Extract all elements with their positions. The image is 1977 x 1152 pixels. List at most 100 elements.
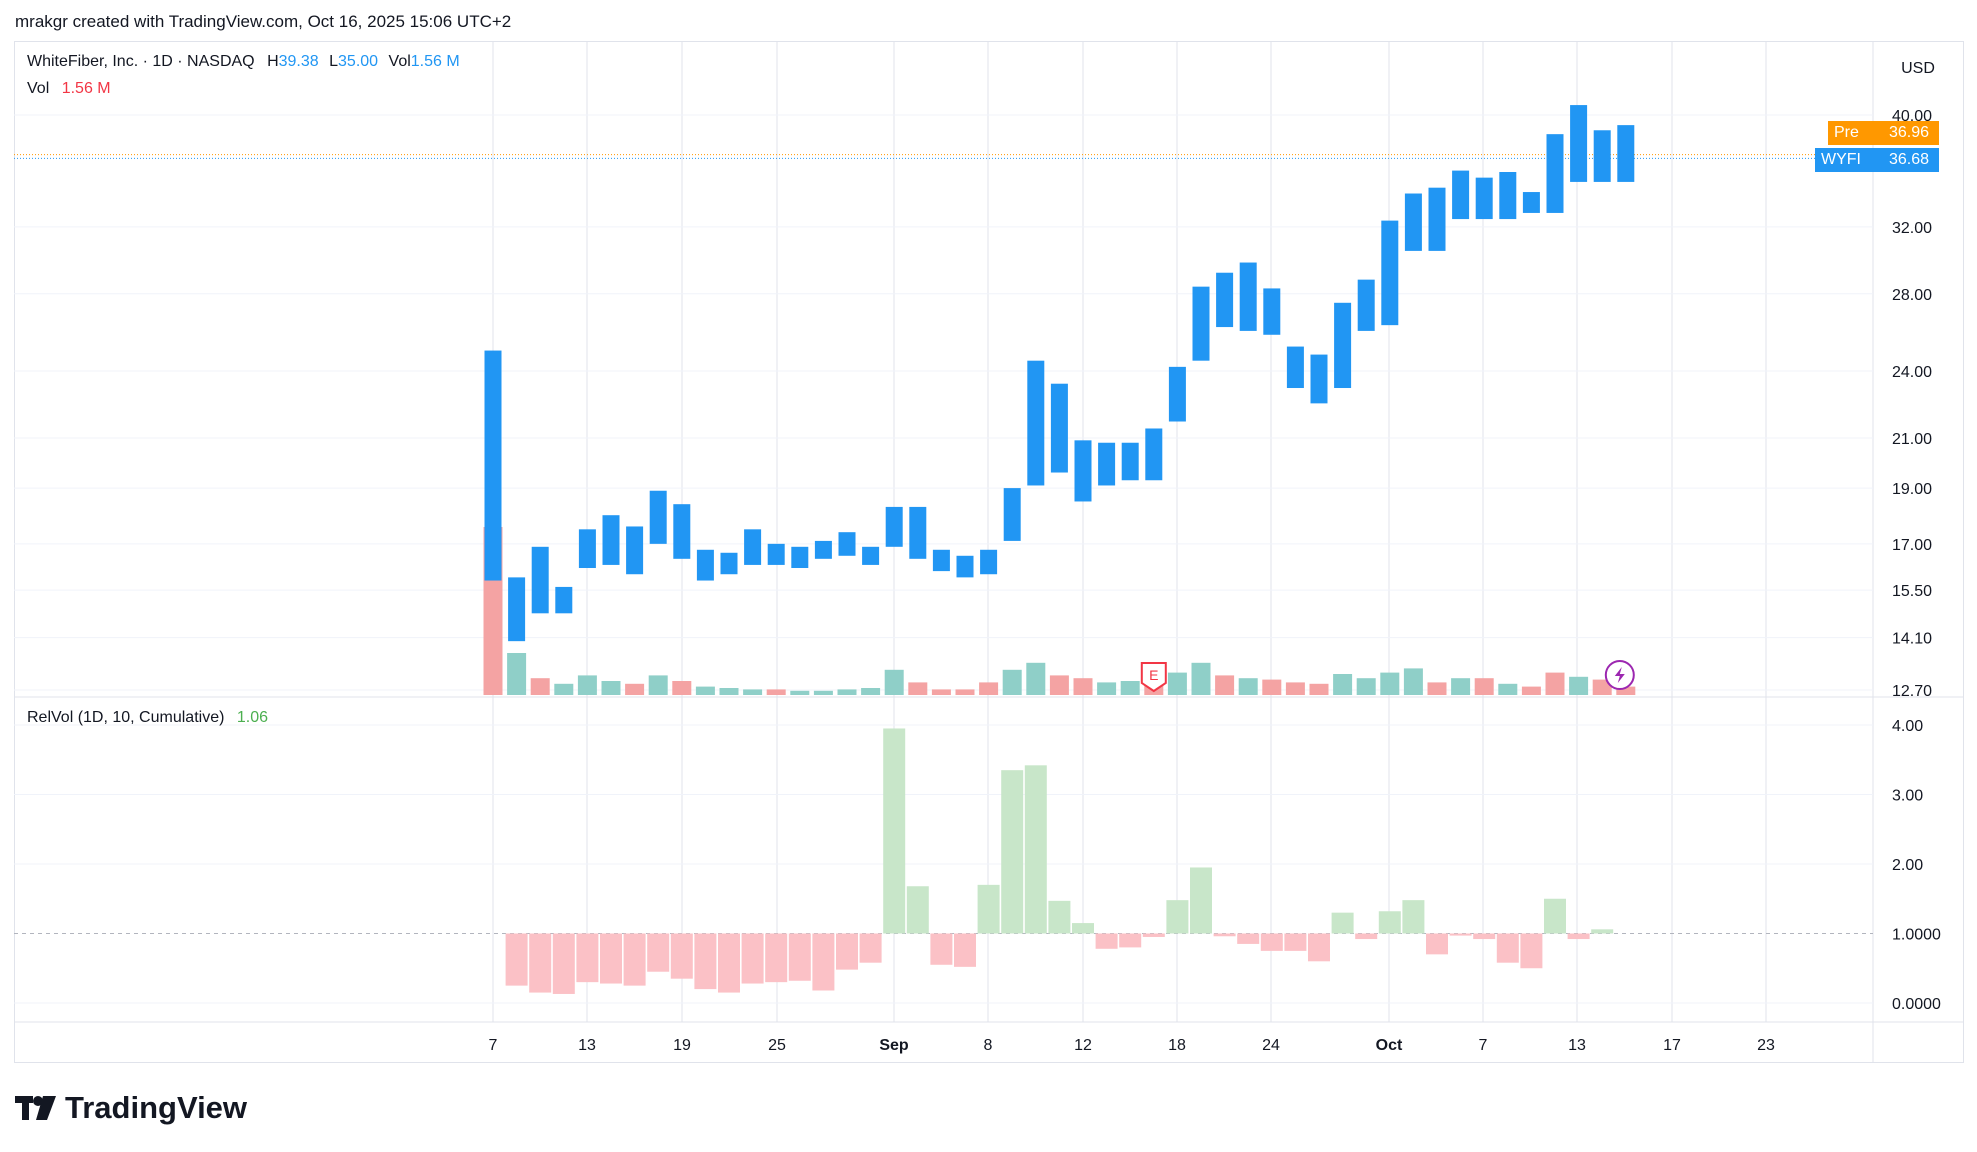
- low-value: 35.00: [338, 53, 379, 70]
- relvol-bar: [529, 933, 552, 993]
- candle-bar: [1192, 286, 1210, 361]
- candle-bar: [980, 549, 998, 575]
- volume-bar: [955, 689, 975, 695]
- candle-bar: [1334, 302, 1352, 389]
- x-tick-label: 12: [1074, 1037, 1092, 1054]
- relvol-bar: [718, 933, 740, 993]
- volume-bar: [695, 686, 715, 695]
- candle-bar: [1003, 488, 1021, 541]
- relvol-bar: [1284, 933, 1307, 951]
- volume-bar: [554, 683, 574, 695]
- currency-selector[interactable]: USD: [1901, 60, 1935, 77]
- relvol-legend-value: 1.06: [236, 709, 269, 726]
- candle-bar: [1381, 220, 1399, 326]
- relvol-bar: [930, 933, 953, 965]
- candle-bar: [508, 577, 526, 642]
- candle-bar: [1617, 125, 1635, 182]
- candle-bar: [1098, 442, 1116, 486]
- volume-bar: [1616, 686, 1636, 695]
- relvol-bar: [1024, 765, 1047, 934]
- relvol-legend-label: RelVol (1D, 10, Cumulative): [27, 709, 225, 726]
- relvol-bar: [1567, 933, 1590, 940]
- candle-bar: [602, 515, 620, 565]
- high-value: 39.38: [278, 53, 319, 70]
- price-tick-label: 21.00: [1892, 431, 1932, 448]
- tradingview-brand: TradingView: [65, 1090, 248, 1125]
- x-tick-label: Sep: [879, 1037, 909, 1054]
- volume-bar: [1191, 662, 1211, 695]
- relvol-bar: [1520, 933, 1543, 969]
- volume-bar: [766, 689, 786, 695]
- candle-bar: [1499, 171, 1517, 220]
- volume-bar: [861, 688, 881, 695]
- candle-bar: [626, 526, 644, 575]
- x-tick-label: 13: [578, 1037, 596, 1054]
- x-tick-label: 25: [768, 1037, 786, 1054]
- relvol-bar: [1237, 933, 1260, 944]
- candle-bar: [578, 529, 596, 569]
- volume-bar: [931, 689, 951, 695]
- relvol-bar: [906, 886, 929, 934]
- candle-bar: [885, 506, 903, 547]
- relvol-bar: [1402, 900, 1425, 934]
- candle-bar: [838, 532, 856, 556]
- relvol-bar: [1449, 933, 1472, 936]
- volume-bar: [1309, 683, 1329, 695]
- relvol-bar: [1426, 933, 1448, 955]
- candle-bar: [1310, 354, 1328, 404]
- candle-bar: [1239, 262, 1257, 331]
- volume-bar: [1592, 679, 1612, 695]
- relvol-bar: [788, 933, 811, 981]
- volume-bar: [1167, 672, 1187, 695]
- volume-bar: [1521, 686, 1541, 695]
- tradingview-logo[interactable]: TradingView: [15, 1090, 247, 1126]
- candle-bar: [1593, 130, 1611, 182]
- relvol-tick-label: 3.00: [1892, 788, 1923, 805]
- candle-bar: [1168, 366, 1186, 422]
- x-tick-label: 7: [1479, 1037, 1488, 1054]
- lightning-icon-bolt: [1614, 667, 1625, 683]
- volume-bar: [1569, 676, 1589, 695]
- candle-bar: [1428, 187, 1446, 251]
- candle-bar: [1570, 105, 1588, 182]
- candle-bar: [1263, 288, 1281, 335]
- candle-bar: [1404, 193, 1422, 251]
- earnings-icon-letter: E: [1149, 667, 1158, 683]
- volume-bar: [1262, 679, 1282, 695]
- volume-bar: [1474, 678, 1494, 695]
- relvol-bar: [1473, 933, 1496, 940]
- candle-bar: [767, 543, 785, 565]
- volume-bar: [837, 689, 857, 695]
- relvol-tick-label: 1.0000: [1892, 927, 1941, 944]
- relvol-legend[interactable]: RelVol (1D, 10, Cumulative) 1.06: [27, 709, 268, 727]
- relvol-bar: [1213, 933, 1236, 937]
- volume-bar: [577, 675, 597, 695]
- candle-bar: [1475, 177, 1493, 220]
- relvol-bar: [1001, 770, 1024, 934]
- relvol-bar: [765, 933, 788, 983]
- relvol-bar: [576, 933, 599, 983]
- candle-bar: [555, 586, 573, 614]
- symbol-name: WhiteFiber, Inc. · 1D · NASDAQ: [27, 53, 255, 70]
- vol-legend-label: Vol: [27, 80, 50, 97]
- candle-bar: [862, 546, 880, 565]
- relvol-bar: [1119, 933, 1142, 948]
- volume-bar: [507, 653, 527, 695]
- relvol-bar: [1166, 900, 1189, 934]
- x-tick-label: 8: [984, 1037, 993, 1054]
- candle-bar: [531, 546, 549, 614]
- volume-bar: [1049, 675, 1069, 695]
- volume-bar: [1333, 674, 1353, 695]
- symbol-legend[interactable]: WhiteFiber, Inc. · 1D · NASDAQ H39.38 L3…: [27, 53, 460, 71]
- pre-market-label: Pre: [1828, 121, 1883, 145]
- volume-bar: [884, 669, 904, 695]
- volume-bar: [1545, 672, 1565, 695]
- price-tick-label: 32.00: [1892, 220, 1932, 237]
- volume-legend[interactable]: Vol 1.56 M: [27, 80, 111, 98]
- volume-bar: [790, 690, 810, 695]
- relvol-bar: [859, 933, 882, 963]
- volume-bar: [530, 678, 550, 695]
- price-tick-label: 24.00: [1892, 364, 1932, 381]
- symbol-price-value: 36.68: [1883, 148, 1939, 172]
